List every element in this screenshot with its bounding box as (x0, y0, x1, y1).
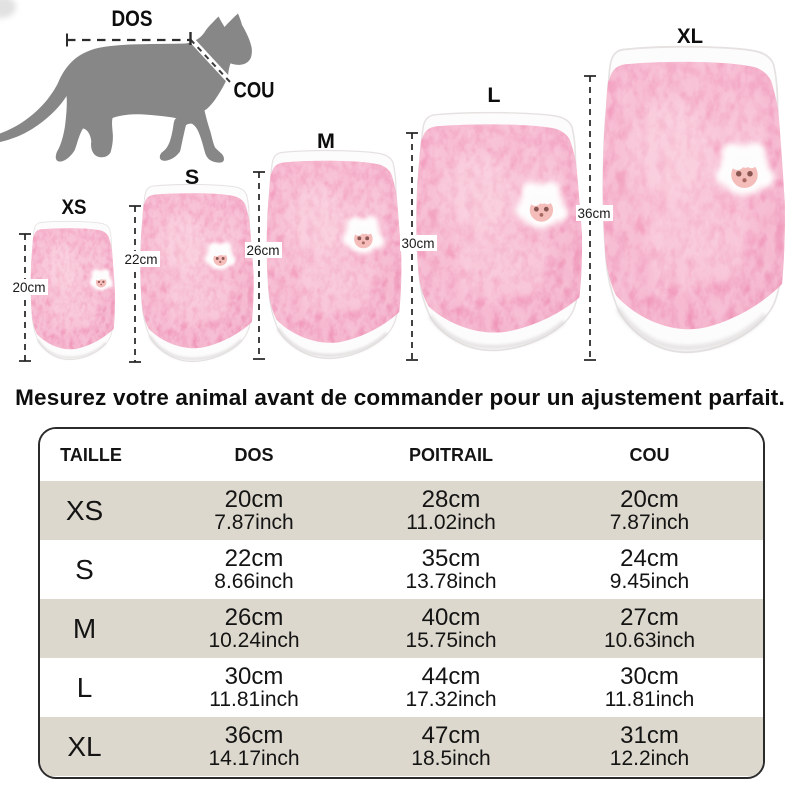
svg-text:26cm: 26cm (246, 243, 279, 258)
svg-text:20cm: 20cm (12, 280, 45, 295)
svg-text:36cm: 36cm (577, 206, 610, 221)
svg-text:L: L (487, 83, 500, 107)
svg-text:DOS: DOS (112, 6, 153, 31)
svg-text:22cm: 22cm (124, 252, 157, 267)
svg-text:M: M (317, 129, 335, 153)
svg-text:30cm: 30cm (401, 236, 434, 251)
svg-text:XS: XS (62, 195, 87, 219)
svg-text:COU: COU (234, 78, 275, 103)
svg-text:XL: XL (677, 24, 703, 48)
svg-text:S: S (185, 165, 199, 189)
